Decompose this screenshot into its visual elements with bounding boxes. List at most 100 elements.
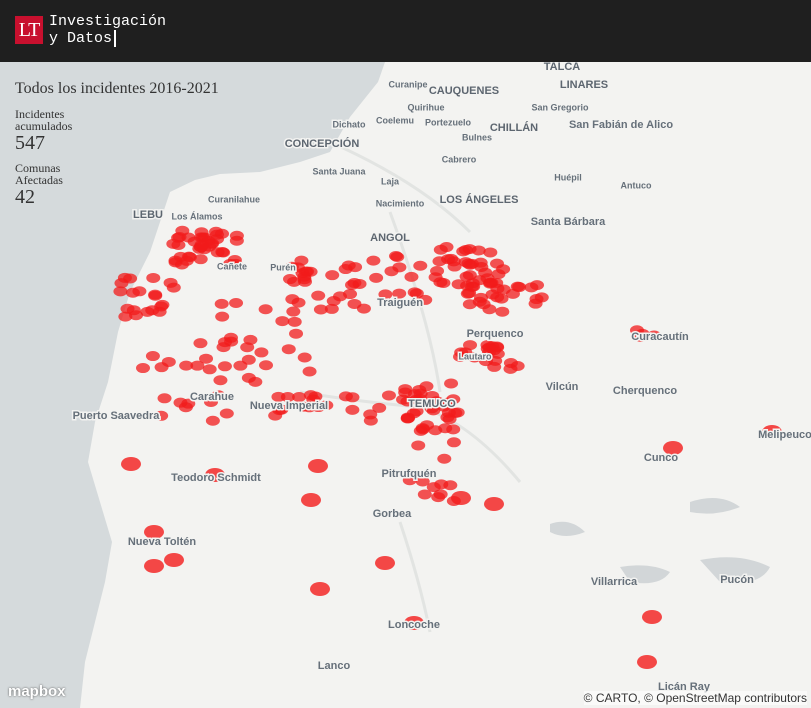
incident-dot [418, 294, 433, 305]
incident-dot [243, 334, 258, 345]
incident-dot [287, 276, 302, 287]
incident-dot [494, 293, 509, 304]
incident-dot [404, 271, 419, 282]
incident-dot [311, 290, 326, 301]
incident-dot [441, 254, 456, 265]
incident-dot [633, 331, 648, 342]
incident-dot [484, 497, 504, 511]
incident-dot [400, 412, 415, 423]
place-label: Vilcún [546, 381, 579, 393]
incident-dot [258, 304, 273, 315]
incidents [113, 225, 782, 669]
place-label: Loncoche [388, 619, 440, 631]
place-label: Villarrica [591, 576, 638, 588]
incident-dot [117, 272, 132, 283]
incident-dot [163, 277, 178, 288]
place-label: Cunco [644, 452, 679, 464]
incident-dot [213, 375, 228, 386]
incident-dot [487, 361, 502, 372]
incident-dot [179, 360, 194, 371]
incident-dot [272, 405, 287, 416]
incident-dot [166, 238, 181, 249]
incident-dot [121, 457, 141, 471]
place-label: ANGOL [370, 232, 410, 244]
incident-dot [463, 259, 478, 270]
incident-dot [471, 245, 486, 256]
incident-dot [181, 251, 196, 262]
place-label: Gorbea [373, 508, 412, 520]
incident-dot [464, 281, 479, 292]
incident-dot [125, 287, 140, 298]
cursor [114, 30, 117, 47]
incident-dot [490, 348, 505, 359]
incident-dot [338, 391, 353, 402]
incident-dot [145, 351, 160, 362]
place-label: Perquenco [467, 328, 524, 340]
incident-dot [413, 260, 428, 271]
incident-dot [205, 415, 220, 426]
incident-dot [454, 347, 469, 358]
incident-dot [419, 381, 434, 392]
stat-value: 547 [15, 132, 45, 154]
place-label: Huépil [554, 172, 582, 182]
incident-dot [398, 384, 413, 395]
incident-dot [168, 257, 183, 268]
incident-dot [503, 358, 518, 369]
stat-label: Incidentes acumulados [15, 107, 73, 133]
incident-dot [411, 440, 426, 451]
incident-dot [217, 337, 232, 348]
incident-dot [229, 298, 244, 309]
incident-dot [193, 254, 208, 265]
header: LT Investigación y Datos [0, 0, 811, 62]
place-label: San Fabián de Alico [569, 119, 673, 131]
panel-title: Todos los incidentes 2016-2021 [15, 80, 219, 97]
incident-dot [145, 305, 160, 316]
header-title-line: y Datos [49, 30, 113, 47]
incident-dot [215, 228, 230, 239]
incident-dot [113, 286, 128, 297]
incident-dot [178, 402, 193, 413]
incident-dot [482, 304, 497, 315]
incident-dot [181, 232, 196, 243]
incident-dot [194, 239, 209, 250]
incident-dot [214, 298, 229, 309]
place-label: LINARES [560, 79, 608, 91]
incident-dot [529, 294, 544, 305]
incident-dot [325, 270, 340, 281]
incident-dot [345, 279, 360, 290]
incident-dot [407, 389, 422, 400]
mapbox-logo[interactable]: mapbox [8, 683, 66, 700]
place-label: Portezuelo [425, 117, 472, 127]
attribution[interactable]: © CARTO, © OpenStreetMap contributors [583, 691, 807, 705]
incident-dot [154, 410, 169, 421]
incident-dot [135, 363, 150, 374]
incident-dot [458, 245, 473, 256]
logo[interactable]: LT [15, 16, 43, 44]
incident-dot [275, 316, 290, 327]
place-label: Teodoro Schmidt [171, 472, 261, 484]
header-title: Investigación [49, 13, 167, 30]
incident-dot [369, 272, 384, 283]
incident-dot [248, 376, 263, 387]
incident-dot [324, 303, 339, 314]
place-label: Lautaro [458, 351, 492, 361]
incident-dot [164, 553, 184, 567]
incident-dot [308, 459, 328, 473]
incident-dot [154, 362, 169, 373]
incident-dot [144, 525, 164, 539]
lake [550, 498, 770, 584]
place-label: Puerto Saavedra [73, 410, 161, 422]
incident-dot [409, 288, 424, 299]
incident-dot [489, 277, 504, 288]
incident-dot [433, 244, 448, 255]
header-title: y Datos [49, 30, 117, 47]
incident-dot [446, 437, 461, 448]
incident-dot [203, 397, 218, 408]
place-label: Quirihue [407, 102, 444, 112]
incident-dot [219, 408, 234, 419]
place-label: Melipeuco [758, 429, 811, 441]
incident-dot [430, 266, 445, 277]
place-label: Nueva Imperial [250, 400, 328, 412]
